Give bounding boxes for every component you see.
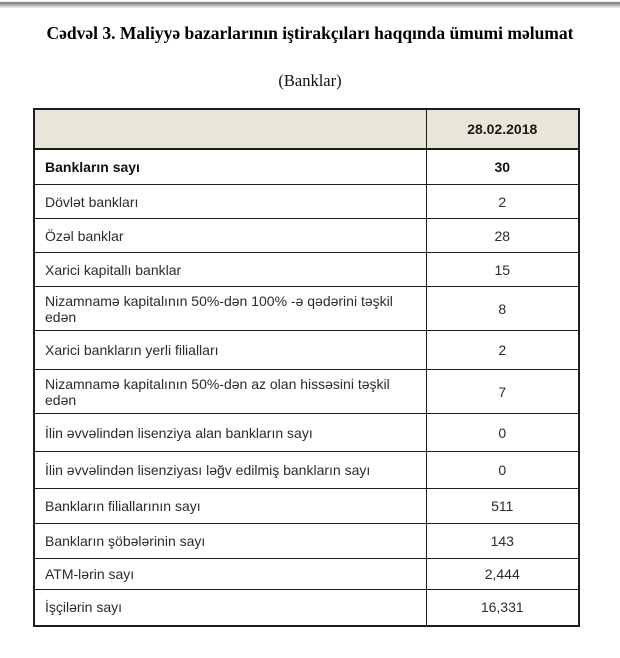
header-indicator-column: [33, 108, 427, 150]
header-date-column: 28.02.2018: [425, 108, 580, 150]
table-row: İlin əvvəlindən lisenziya alan bankların…: [33, 413, 580, 452]
banks-statistics-table: 28.02.2018 Bankların sayı 30 Dövlət bank…: [33, 107, 580, 627]
row-label: Xarici kapitallı banklar: [33, 252, 427, 287]
row-value: 511: [425, 488, 580, 524]
table-row: İşçilərin sayı 16,331: [33, 589, 580, 626]
table-row: Xarici kapitallı banklar 15: [33, 252, 580, 287]
row-label: Özəl banklar: [33, 218, 427, 253]
row-label: İşçilərin sayı: [33, 589, 427, 626]
row-label: Bankların filiallarının sayı: [33, 488, 427, 524]
row-label: Dövlət bankları: [33, 184, 427, 219]
row-value: 0: [425, 451, 580, 489]
row-label: İlin əvvəlindən lisenziya alan bankların…: [33, 413, 427, 452]
row-value: 28: [425, 218, 580, 253]
row-value: 2: [425, 330, 580, 370]
table-row: Bankların filiallarının sayı 511: [33, 488, 580, 524]
row-label: ATM-lərin sayı: [33, 558, 427, 590]
table-row: Nizamnamə kapitalının 50%-dən 100% -ə qə…: [33, 286, 580, 331]
row-label: Bankların şöbələrinin sayı: [33, 523, 427, 559]
row-label: Bankların sayı: [33, 148, 427, 185]
row-value: 15: [425, 252, 580, 287]
table-row: Xarici bankların yerli filialları 2: [33, 330, 580, 370]
table-row: Bankların şöbələrinin sayı 143: [33, 523, 580, 559]
table-header-row: 28.02.2018: [33, 108, 580, 150]
row-label: İlin əvvəlindən lisenziyası ləğv edilmiş…: [33, 451, 427, 489]
row-value: 143: [425, 523, 580, 559]
table-row: Bankların sayı 30: [33, 148, 580, 185]
table-row: ATM-lərin sayı 2,444: [33, 558, 580, 590]
row-label: Nizamnamə kapitalının 50%-dən 100% -ə qə…: [33, 286, 427, 331]
page-title: Cədvəl 3. Maliyyə bazarlarının iştirakçı…: [46, 23, 574, 43]
row-value: 16,331: [425, 589, 580, 626]
row-value: 2: [425, 184, 580, 219]
row-label: Xarici bankların yerli filialları: [33, 330, 427, 370]
row-label: Nizamnamə kapitalının 50%-dən az olan hi…: [33, 369, 427, 414]
table-row: Dövlət bankları 2: [33, 184, 580, 219]
row-value: 30: [425, 148, 580, 185]
table-row: Özəl banklar 28: [33, 218, 580, 253]
page-top-divider: [0, 0, 620, 8]
table-row: Nizamnamə kapitalının 50%-dən az olan hi…: [33, 369, 580, 414]
row-value: 7: [425, 369, 580, 414]
row-value: 8: [425, 286, 580, 331]
table-row: İlin əvvəlindən lisenziyası ləğv edilmiş…: [33, 451, 580, 489]
row-value: 2,444: [425, 558, 580, 590]
page-subtitle: (Banklar): [278, 70, 342, 90]
row-value: 0: [425, 413, 580, 452]
